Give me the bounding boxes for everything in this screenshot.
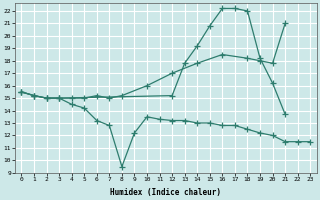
X-axis label: Humidex (Indice chaleur): Humidex (Indice chaleur) [110, 188, 221, 197]
